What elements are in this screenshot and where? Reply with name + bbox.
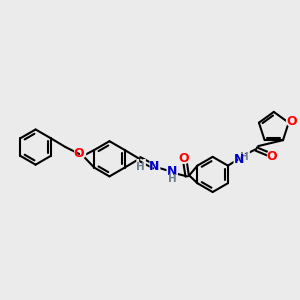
Text: H: H <box>134 159 146 174</box>
Text: O: O <box>266 150 277 163</box>
Text: O: O <box>176 150 190 168</box>
Text: O: O <box>284 113 299 131</box>
Text: H: H <box>167 172 179 187</box>
Text: N: N <box>147 158 161 175</box>
Text: H: H <box>240 152 249 162</box>
Text: N: N <box>149 160 159 173</box>
Text: O: O <box>178 152 189 165</box>
Text: H: H <box>168 174 177 184</box>
Text: O: O <box>74 147 85 161</box>
Text: O: O <box>286 115 297 128</box>
Text: N: N <box>167 165 177 178</box>
Text: N: N <box>165 163 178 181</box>
Text: O: O <box>265 148 279 166</box>
Text: H: H <box>136 162 145 172</box>
Text: O: O <box>72 145 86 163</box>
Text: N: N <box>232 151 246 169</box>
Text: H: H <box>238 149 250 164</box>
Text: N: N <box>233 153 244 166</box>
